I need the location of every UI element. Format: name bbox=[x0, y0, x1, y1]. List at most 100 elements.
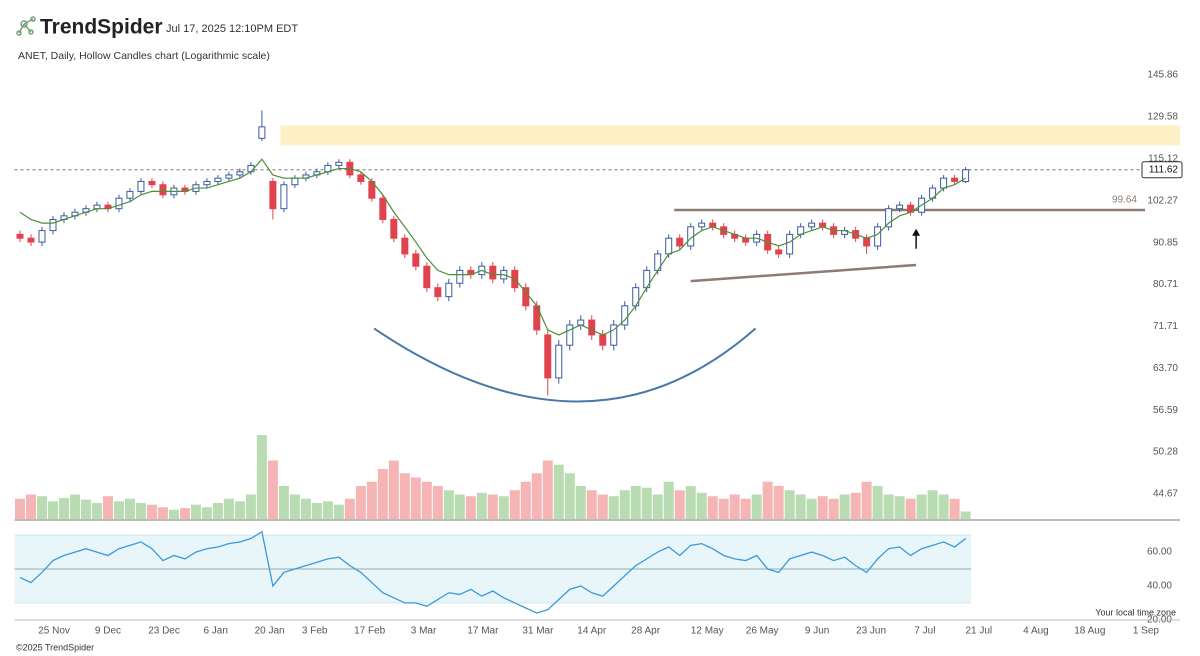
volume-bar bbox=[289, 494, 300, 520]
volume-bar bbox=[520, 481, 531, 520]
candle-body bbox=[280, 184, 288, 210]
candle-body bbox=[16, 233, 24, 239]
x-tick-label: 9 Jun bbox=[805, 626, 829, 637]
x-tick-label: 1 Sep bbox=[1133, 626, 1160, 637]
candle-body bbox=[566, 324, 574, 346]
x-tick-label: 7 Jul bbox=[914, 626, 935, 637]
arrow-head bbox=[912, 228, 921, 236]
x-tick-label: 17 Mar bbox=[467, 626, 499, 637]
volume-bar bbox=[553, 464, 564, 520]
candle-body bbox=[390, 218, 398, 239]
y-tick-label: 90.85 bbox=[1153, 237, 1178, 248]
y-tick-label: 56.59 bbox=[1153, 405, 1178, 416]
candle-body bbox=[599, 334, 607, 346]
volume-bar bbox=[861, 481, 872, 520]
volume-bar bbox=[960, 511, 971, 520]
level-label: 99.64 bbox=[1112, 195, 1137, 206]
candle-body bbox=[49, 218, 57, 232]
volume-bar bbox=[267, 460, 278, 520]
x-tick-label: 6 Jan bbox=[203, 626, 227, 637]
candle-body bbox=[698, 222, 706, 228]
candle-body bbox=[137, 180, 145, 192]
volume-bar bbox=[69, 494, 80, 520]
candle-body bbox=[291, 177, 299, 186]
candle-body bbox=[269, 180, 277, 210]
candle-body bbox=[27, 237, 35, 243]
candle-body bbox=[962, 169, 970, 182]
rsi-line bbox=[19, 530, 966, 614]
volume-bar bbox=[575, 486, 586, 520]
candle-body bbox=[808, 222, 816, 228]
y-tick-label: 71.71 bbox=[1153, 321, 1178, 332]
candle-body bbox=[577, 319, 585, 326]
volume-bar bbox=[432, 486, 443, 520]
volume-bar bbox=[597, 494, 608, 520]
volume-bar bbox=[476, 492, 487, 520]
volume-bar bbox=[652, 494, 663, 520]
candle-body bbox=[214, 177, 222, 182]
volume-bar bbox=[454, 494, 465, 520]
volume-bar bbox=[124, 498, 135, 520]
last-price-box bbox=[1141, 161, 1183, 179]
subtitle: ANET, Daily, Hollow Candles chart (Logar… bbox=[18, 50, 270, 62]
candle-body bbox=[456, 269, 464, 284]
volume-bar bbox=[146, 504, 157, 520]
candle-body bbox=[335, 161, 343, 166]
candle-body bbox=[863, 237, 871, 247]
rsi-tick-label: 60.00 bbox=[1147, 547, 1172, 558]
y-tick-label: 44.67 bbox=[1153, 489, 1178, 500]
x-tick-label: 18 Aug bbox=[1074, 626, 1105, 637]
volume-bar bbox=[344, 498, 355, 520]
resistance-zone bbox=[280, 125, 1181, 146]
volume-bar bbox=[751, 494, 762, 520]
candle-body bbox=[775, 249, 783, 255]
x-tick-label: 3 Mar bbox=[411, 626, 437, 637]
volume-bar bbox=[850, 492, 861, 520]
volume-bar bbox=[564, 473, 575, 520]
volume-bar bbox=[641, 487, 652, 520]
volume-bar bbox=[399, 473, 410, 520]
volume-bar bbox=[531, 473, 542, 520]
y-tick-label: 50.28 bbox=[1153, 447, 1178, 458]
volume-bar bbox=[696, 492, 707, 520]
volume-bar bbox=[25, 494, 36, 520]
volume-bar bbox=[905, 498, 916, 520]
rsi-tick-label: 40.00 bbox=[1147, 581, 1172, 592]
trendline bbox=[690, 263, 917, 283]
volume-bar bbox=[322, 501, 333, 520]
x-tick-label: 12 May bbox=[691, 626, 724, 637]
candle-body bbox=[434, 287, 442, 298]
volume-bar bbox=[674, 490, 685, 520]
volume-bar bbox=[608, 496, 619, 520]
volume-bar bbox=[223, 498, 234, 520]
volume-bar bbox=[91, 503, 102, 520]
logo-icon bbox=[16, 16, 36, 36]
candle-body bbox=[225, 174, 233, 179]
volume-bar bbox=[806, 498, 817, 520]
candle-body bbox=[203, 180, 211, 186]
timestamp: Jul 17, 2025 12:10PM EDT bbox=[166, 23, 298, 35]
y-tick-label: 129.58 bbox=[1147, 112, 1178, 123]
volume-bar bbox=[839, 494, 850, 520]
x-tick-label: 31 Mar bbox=[522, 626, 554, 637]
volume-bar bbox=[234, 501, 245, 520]
volume-bar bbox=[894, 496, 905, 520]
volume-bar bbox=[762, 481, 773, 520]
volume-bar bbox=[729, 494, 740, 520]
candle-body bbox=[115, 197, 123, 210]
volume-bar bbox=[245, 494, 256, 520]
candle-body bbox=[357, 174, 365, 182]
volume-bar bbox=[872, 486, 883, 520]
volume-bar bbox=[685, 486, 696, 520]
volume-bar bbox=[102, 496, 113, 520]
cup-curve bbox=[373, 327, 757, 403]
candle-body bbox=[401, 237, 409, 255]
volume-bar bbox=[36, 496, 47, 520]
candle-body bbox=[896, 204, 904, 210]
candle-body bbox=[874, 226, 882, 247]
volume-bar bbox=[355, 486, 366, 520]
y-tick-label: 102.27 bbox=[1147, 195, 1178, 206]
volume-bar bbox=[916, 494, 927, 520]
x-tick-label: 9 Dec bbox=[95, 626, 121, 637]
volume-bar bbox=[795, 494, 806, 520]
